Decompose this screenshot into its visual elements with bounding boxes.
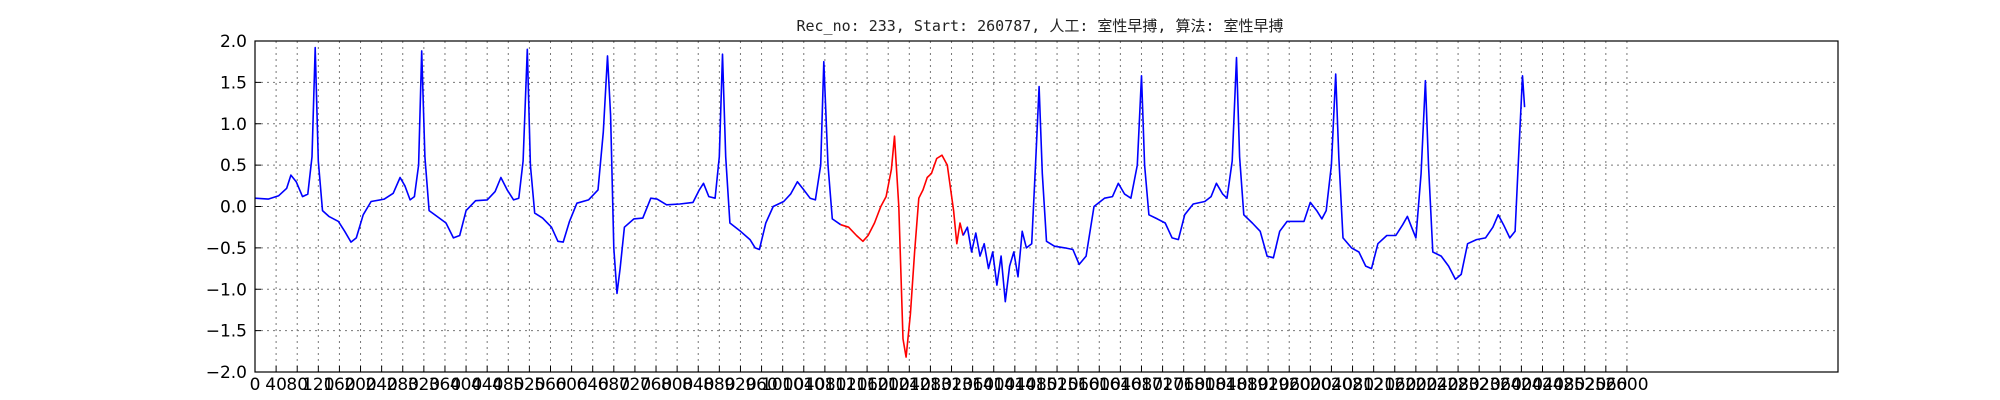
x-tick-label: 880 [703,375,735,395]
x-tick-label: 520 [513,375,545,395]
x-tick-label: 1240 [888,375,931,395]
x-tick-label: 1000 [761,375,804,395]
x-tick-label: 1040 [782,375,825,395]
y-tick-label: 2.0 [220,32,247,52]
x-tick-label: 2120 [1352,375,1395,395]
x-tick-label: 1160 [845,375,888,395]
grid-layer [254,40,1838,373]
x-tick-label: 200 [344,375,376,395]
x-tick-label: 120 [302,375,334,395]
y-tick-label: 1.5 [220,73,247,93]
y-tick-label: 1.0 [220,115,247,135]
ticks-layer: 0 40 8012016020024028032036040044048052056… [206,32,1649,395]
x-tick-label: 2560 [1584,375,1627,395]
x-tick-label: 1720 [1141,375,1184,395]
x-tick-label: 2600 [1605,375,1648,395]
x-tick-label: 1880 [1225,375,1268,395]
x-tick-label: 80 [286,375,308,395]
x-tick-label: 1320 [930,375,973,395]
x-tick-label: 800 [661,375,693,395]
x-tick-label: 160 [323,375,355,395]
x-tick-label: 1400 [972,375,1015,395]
y-tick-label: 0.5 [220,156,247,176]
series-layer [254,46,1526,358]
x-tick-label: 1080 [803,375,846,395]
x-tick-label: 2080 [1331,375,1374,395]
x-tick-label: 1920 [1246,375,1289,395]
x-tick-label: 680 [598,375,630,395]
x-tick-label: 1760 [1162,375,1205,395]
x-tick-label: 1560 [1057,375,1100,395]
y-tick-label: −2.0 [206,363,247,383]
x-tick-label: 1800 [1183,375,1226,395]
y-tick-label: −1.5 [206,322,247,342]
x-tick-label: 360 [429,375,461,395]
x-tick-label: 2360 [1479,375,1522,395]
x-tick-label: 1200 [867,375,910,395]
x-tick-label: 720 [619,375,651,395]
x-tick-label: 2160 [1373,375,1416,395]
x-tick-label: 840 [682,375,714,395]
x-tick-label: 560 [534,375,566,395]
x-tick-label: 2400 [1500,375,1543,395]
x-tick-label: 2320 [1458,375,1501,395]
x-tick-label: 2000 [1289,375,1332,395]
x-tick-label: 1680 [1120,375,1163,395]
x-tick-label: 400 [450,375,482,395]
x-tick-label: 1480 [1014,375,1057,395]
x-tick-label: 2480 [1542,375,1585,395]
x-tick-label: 280 [387,375,419,395]
x-tick-label: 480 [492,375,524,395]
x-tick-label: 1120 [824,375,867,395]
plot-area-frame [254,40,1839,373]
x-tick-label: 1360 [951,375,994,395]
x-tick-label: 760 [640,375,672,395]
x-tick-label: 2440 [1521,375,1564,395]
x-tick-label: 2520 [1563,375,1606,395]
x-tick-label: 1440 [993,375,1036,395]
y-tick-label: 0.0 [220,198,247,218]
x-tick-label: 2040 [1310,375,1353,395]
x-tick-label: 40 [265,375,287,395]
x-tick-label: 1640 [1099,375,1142,395]
y-tick-label: −1.0 [206,280,247,300]
chart-title: Rec_no: 233, Start: 260787, 人工: 室性早搏, 算法… [796,17,1283,35]
ecg-segment-2 [840,135,964,358]
ecg-segment-3 [962,56,1526,303]
x-tick-label: 440 [471,375,503,395]
ecg-segment-1 [254,46,842,295]
x-tick-label: 2280 [1436,375,1479,395]
x-tick-label: 0 [250,375,261,395]
y-tick-label: −0.5 [206,239,247,259]
x-tick-label: 1280 [909,375,952,395]
x-tick-label: 320 [408,375,440,395]
x-tick-label: 640 [576,375,608,395]
x-tick-label: 1960 [1268,375,1311,395]
x-tick-label: 1840 [1204,375,1247,395]
x-tick-label: 1520 [1035,375,1078,395]
x-tick-label: 920 [724,375,756,395]
x-tick-label: 2240 [1415,375,1458,395]
x-tick-label: 960 [745,375,777,395]
x-tick-label: 2200 [1394,375,1437,395]
x-tick-label: 240 [365,375,397,395]
x-tick-label: 1600 [1078,375,1121,395]
x-tick-label: 600 [555,375,587,395]
